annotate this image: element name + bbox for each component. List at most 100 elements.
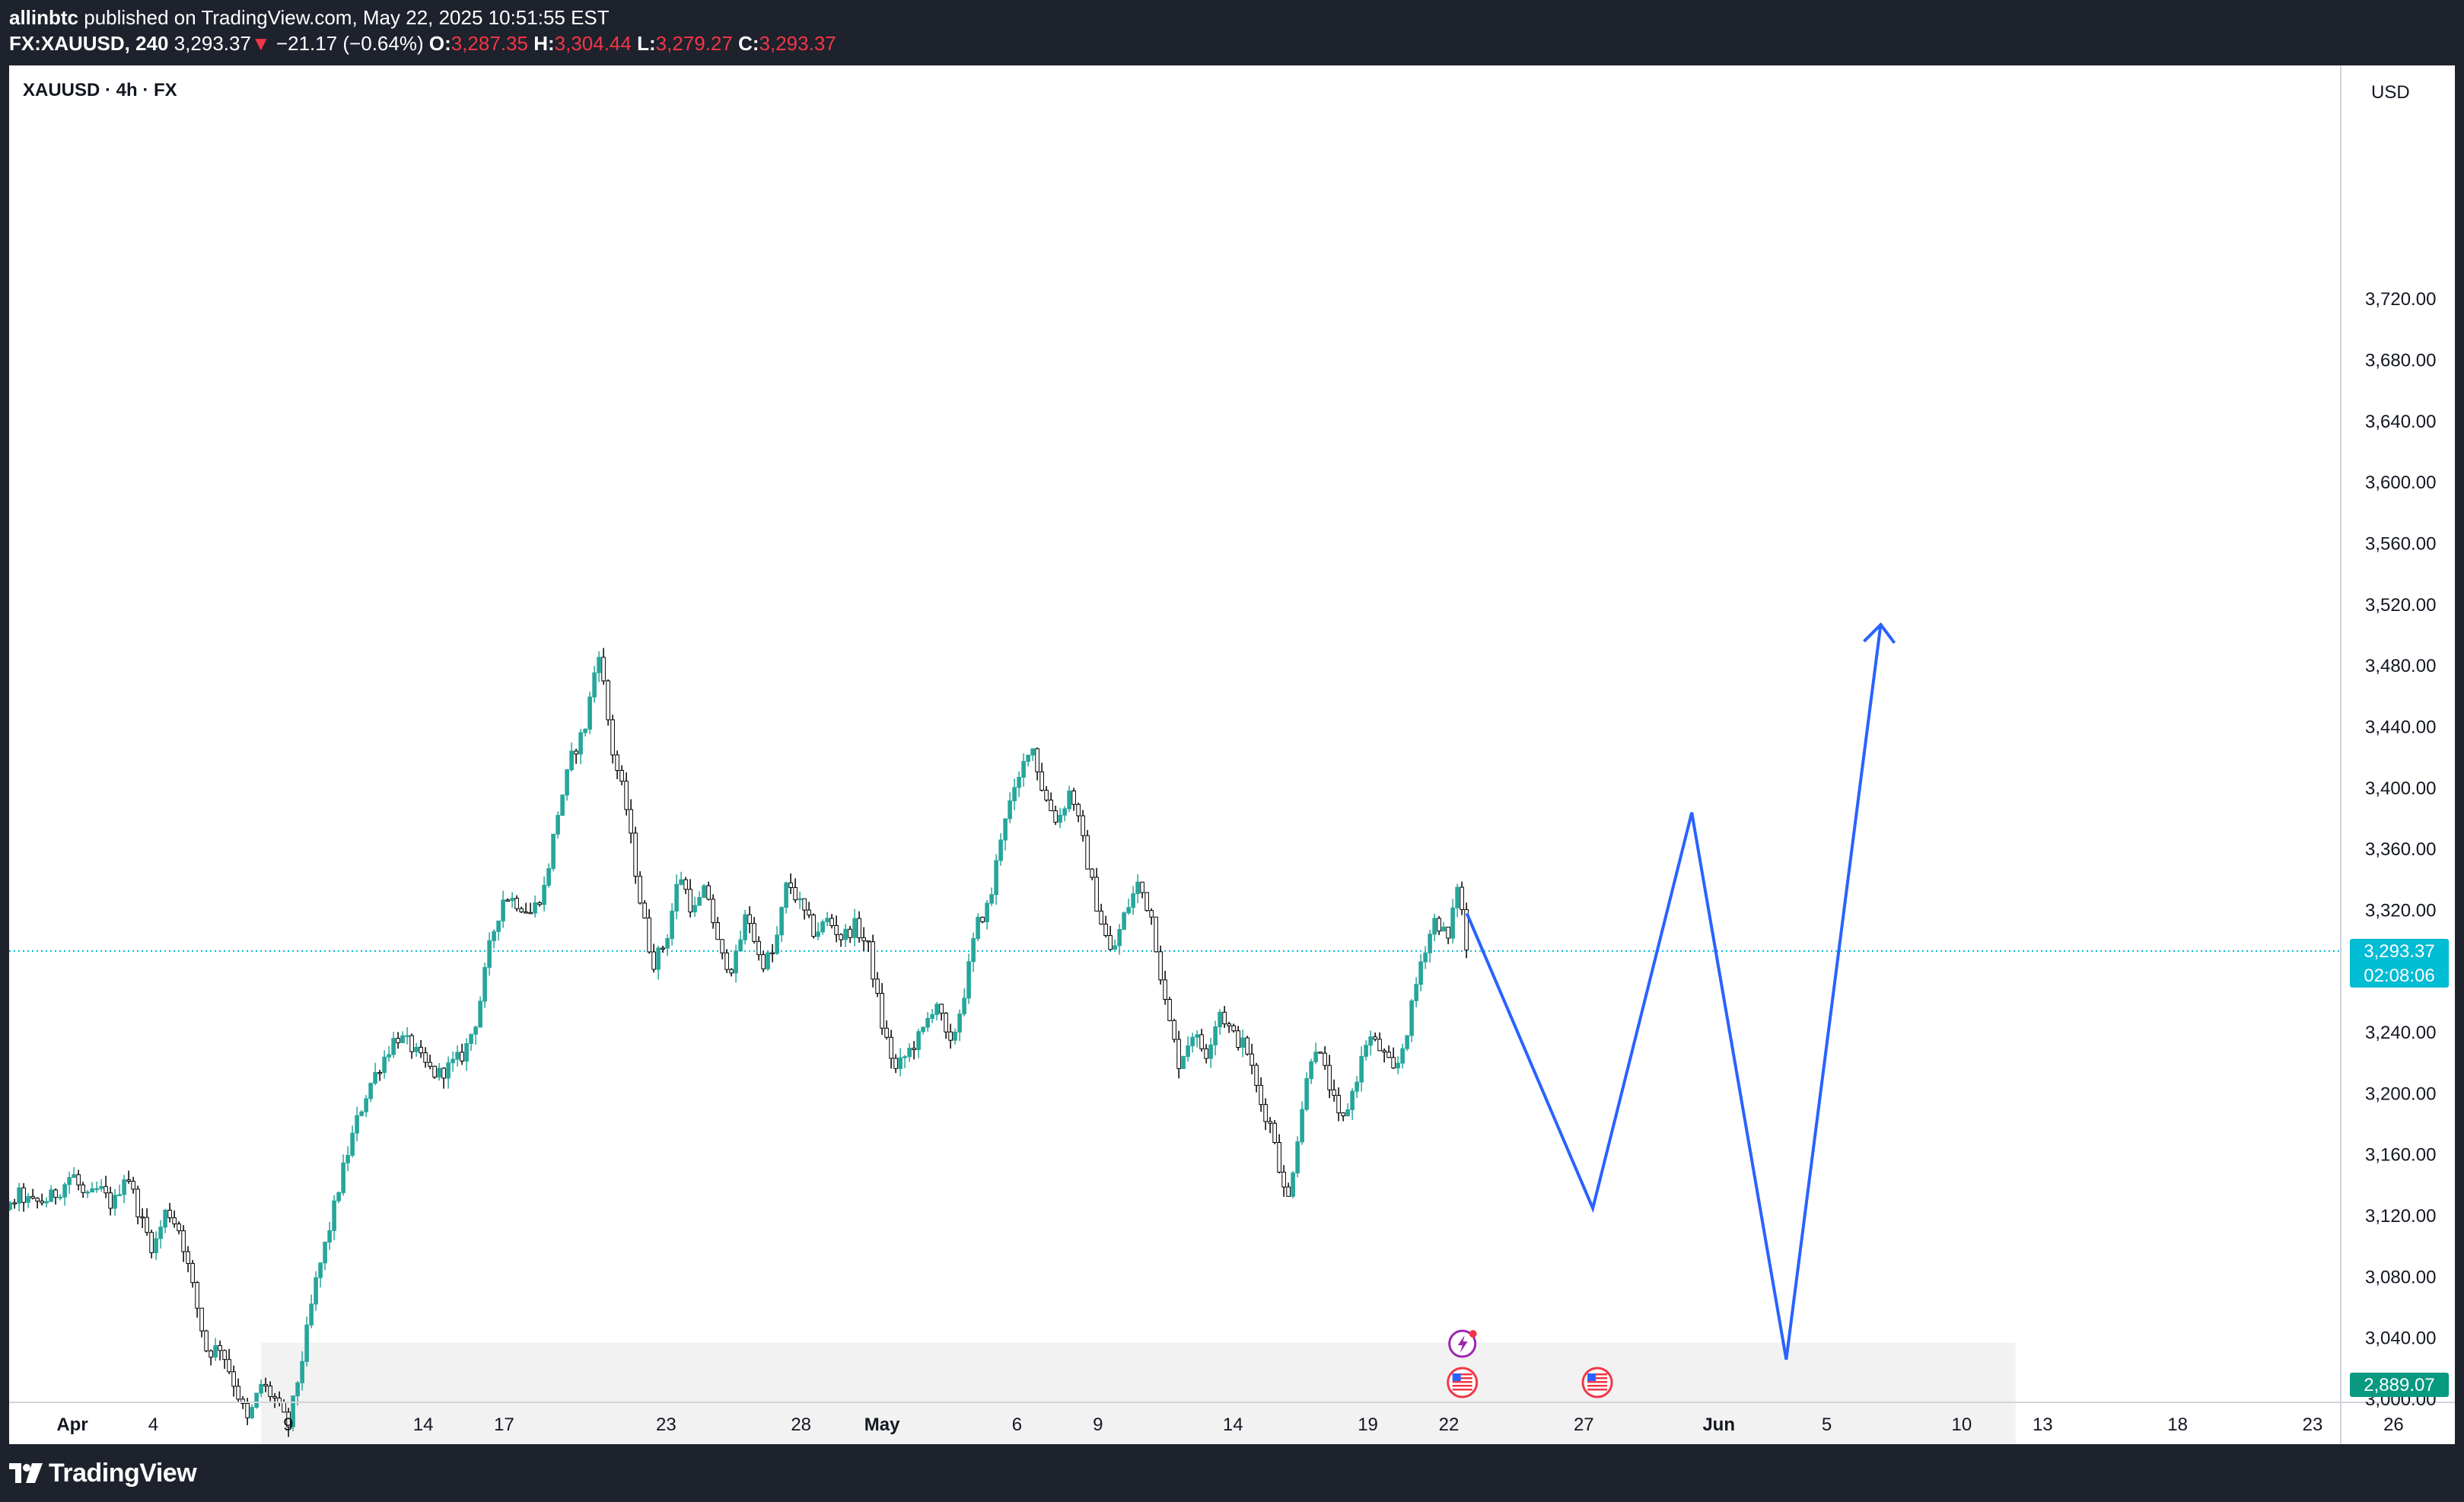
candle[interactable] [971,932,976,972]
candle[interactable] [524,902,528,914]
candle[interactable] [414,1042,419,1057]
candle[interactable] [400,1031,405,1044]
candle[interactable] [1350,1088,1355,1120]
candle[interactable] [1085,829,1090,870]
candle[interactable] [556,811,560,839]
candle[interactable] [250,1404,254,1420]
candle[interactable] [49,1185,53,1202]
candle[interactable] [848,925,852,944]
candle[interactable] [565,769,569,801]
candle[interactable] [857,911,861,943]
candle[interactable] [405,1026,409,1045]
candle[interactable] [1026,754,1030,767]
candle[interactable] [1250,1043,1254,1074]
candle[interactable] [1281,1165,1286,1197]
candle[interactable] [286,1408,291,1437]
candle[interactable] [373,1062,377,1086]
candle[interactable] [492,929,496,949]
candle[interactable] [478,996,482,1028]
candle[interactable] [1131,886,1135,915]
candle[interactable] [839,933,843,947]
candle[interactable] [706,881,711,901]
candle[interactable] [1359,1046,1364,1092]
candle[interactable] [117,1184,122,1197]
candle[interactable] [1400,1043,1405,1069]
candle[interactable] [1355,1076,1359,1098]
candle[interactable] [578,728,583,765]
candle[interactable] [263,1377,268,1392]
candle[interactable] [875,972,880,998]
candle[interactable] [629,799,633,844]
projection-path[interactable] [1465,624,1883,1360]
candle[interactable] [177,1221,181,1235]
candle[interactable] [1199,1029,1204,1052]
candle[interactable] [985,899,989,930]
candle[interactable] [711,894,715,929]
candle[interactable] [1030,748,1035,762]
candle[interactable] [533,895,537,918]
candle[interactable] [204,1329,209,1353]
candle[interactable] [1386,1045,1391,1058]
candle[interactable] [994,854,998,905]
candle[interactable] [355,1106,359,1141]
candle[interactable] [624,772,629,816]
candle[interactable] [1446,926,1450,944]
candle[interactable] [674,874,679,920]
candle[interactable] [1099,903,1103,925]
candle[interactable] [1135,874,1140,904]
candle[interactable] [688,879,692,918]
candle[interactable] [884,1020,889,1040]
candle[interactable] [1245,1036,1250,1056]
candle[interactable] [209,1349,213,1366]
candle[interactable] [17,1182,21,1211]
candle[interactable] [44,1197,49,1208]
candle[interactable] [1017,772,1021,797]
candle[interactable] [1368,1030,1373,1056]
candle[interactable] [679,871,683,886]
candle[interactable] [610,714,615,764]
candle[interactable] [163,1208,167,1233]
candle[interactable] [350,1125,355,1158]
candle[interactable] [154,1231,158,1260]
candle[interactable] [291,1395,295,1432]
candle[interactable] [81,1182,85,1198]
candle[interactable] [880,982,884,1036]
candle[interactable] [1227,1021,1231,1033]
candle[interactable] [1231,1023,1236,1033]
candle[interactable] [1176,1030,1181,1079]
candle[interactable] [464,1038,469,1071]
candle[interactable] [1437,916,1441,935]
candle[interactable] [670,902,674,946]
candle[interactable] [551,833,556,872]
candle[interactable] [501,890,505,928]
us-flag-icon[interactable] [1581,1367,1613,1399]
candle[interactable] [259,1379,263,1398]
candle[interactable] [1140,881,1144,899]
candle[interactable] [893,1054,898,1074]
chart-pane[interactable]: 3,000.00 3,040.00 3,080.00 3,120.00 3,160.00… [9,65,2455,1444]
candle[interactable] [1295,1136,1300,1178]
candle[interactable] [651,944,656,973]
candle[interactable] [1418,953,1423,992]
candle[interactable] [715,917,720,940]
candle[interactable] [966,953,971,1004]
candle[interactable] [423,1047,428,1068]
candle[interactable] [615,750,619,780]
candle[interactable] [934,1001,939,1020]
author-name[interactable]: allinbtc [9,6,79,29]
candle[interactable] [341,1154,345,1196]
candle[interactable] [898,1048,903,1077]
candle[interactable] [647,909,651,954]
candle[interactable] [1108,925,1113,951]
currency-label[interactable]: USD [2371,82,2410,103]
candle[interactable] [948,1023,953,1049]
candle[interactable] [1313,1042,1318,1064]
candle[interactable] [1094,867,1099,912]
candle[interactable] [546,863,551,888]
candle[interactable] [537,901,542,907]
candle[interactable] [1441,921,1446,932]
candle[interactable] [1049,792,1053,812]
candle[interactable] [587,692,592,734]
candle[interactable] [76,1169,81,1191]
candle[interactable] [473,1025,478,1045]
